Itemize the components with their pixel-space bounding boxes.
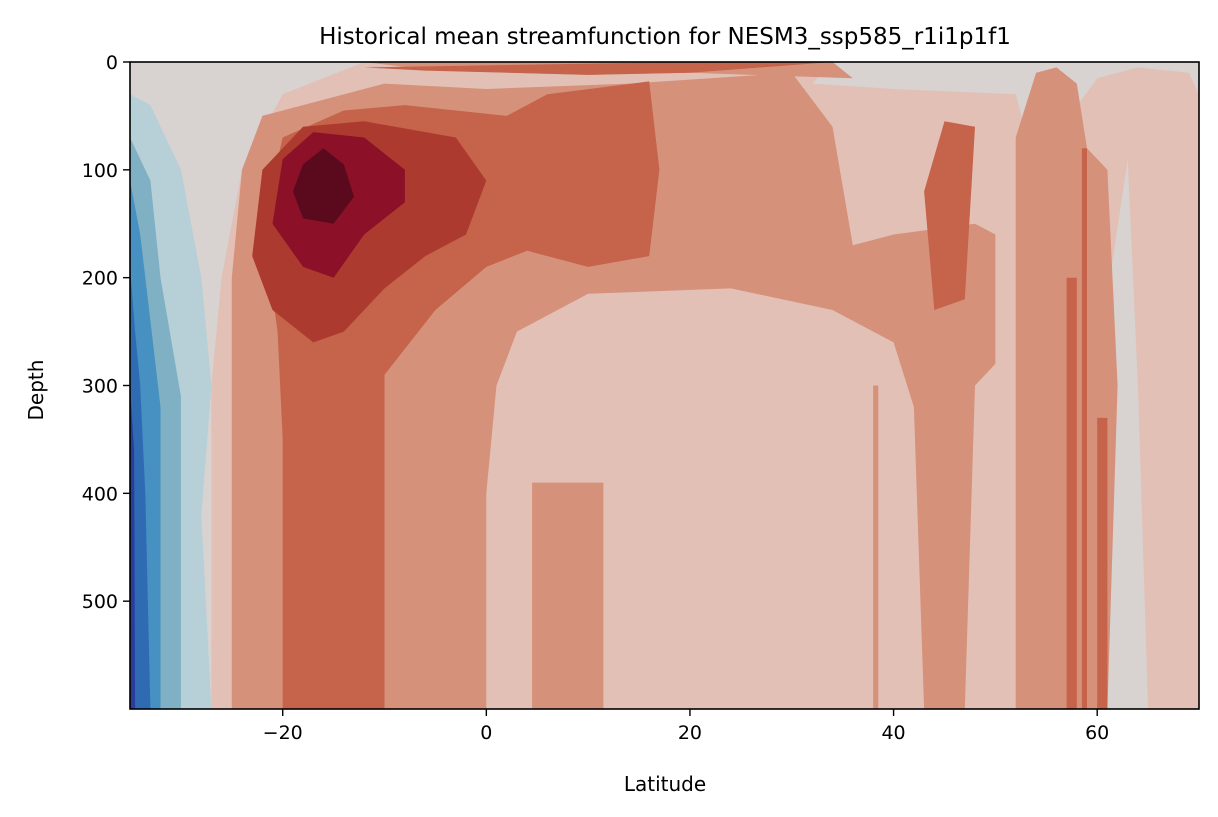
x-tick-label: 0 [480,722,492,744]
contour-level-6 [292,148,354,224]
y-tick-label: 100 [82,160,118,182]
y-tick-label: 0 [106,52,118,74]
y-axis: 0 100 200 300 400 500 [82,52,130,613]
x-axis-label: Latitude [624,772,706,796]
x-axis: −20 0 20 40 60 [263,709,1109,744]
contour-fills [130,62,1199,709]
contour-level-3 [1097,417,1108,709]
y-tick-label: 500 [82,591,118,613]
chart-title: Historical mean streamfunction for NESM3… [319,24,1011,50]
y-tick-label: 400 [82,483,118,505]
y-axis-label: Depth [24,360,48,421]
contour-level-3 [1066,277,1077,709]
contour-level-3 [364,62,833,75]
x-tick-label: 40 [881,722,905,744]
contour-level-3 [1081,148,1087,709]
contour-level--5 [130,385,136,709]
y-tick-label: 200 [82,268,118,290]
plot-area [130,62,1199,709]
contour-level-2 [873,385,879,709]
contour-level--4 [130,266,151,709]
x-tick-label: 20 [678,722,702,744]
x-tick-label: 60 [1085,722,1109,744]
contour-level-3 [924,121,975,310]
contour-level-2 [532,482,604,709]
x-tick-label: −20 [263,722,303,744]
y-tick-label: 300 [82,376,118,398]
